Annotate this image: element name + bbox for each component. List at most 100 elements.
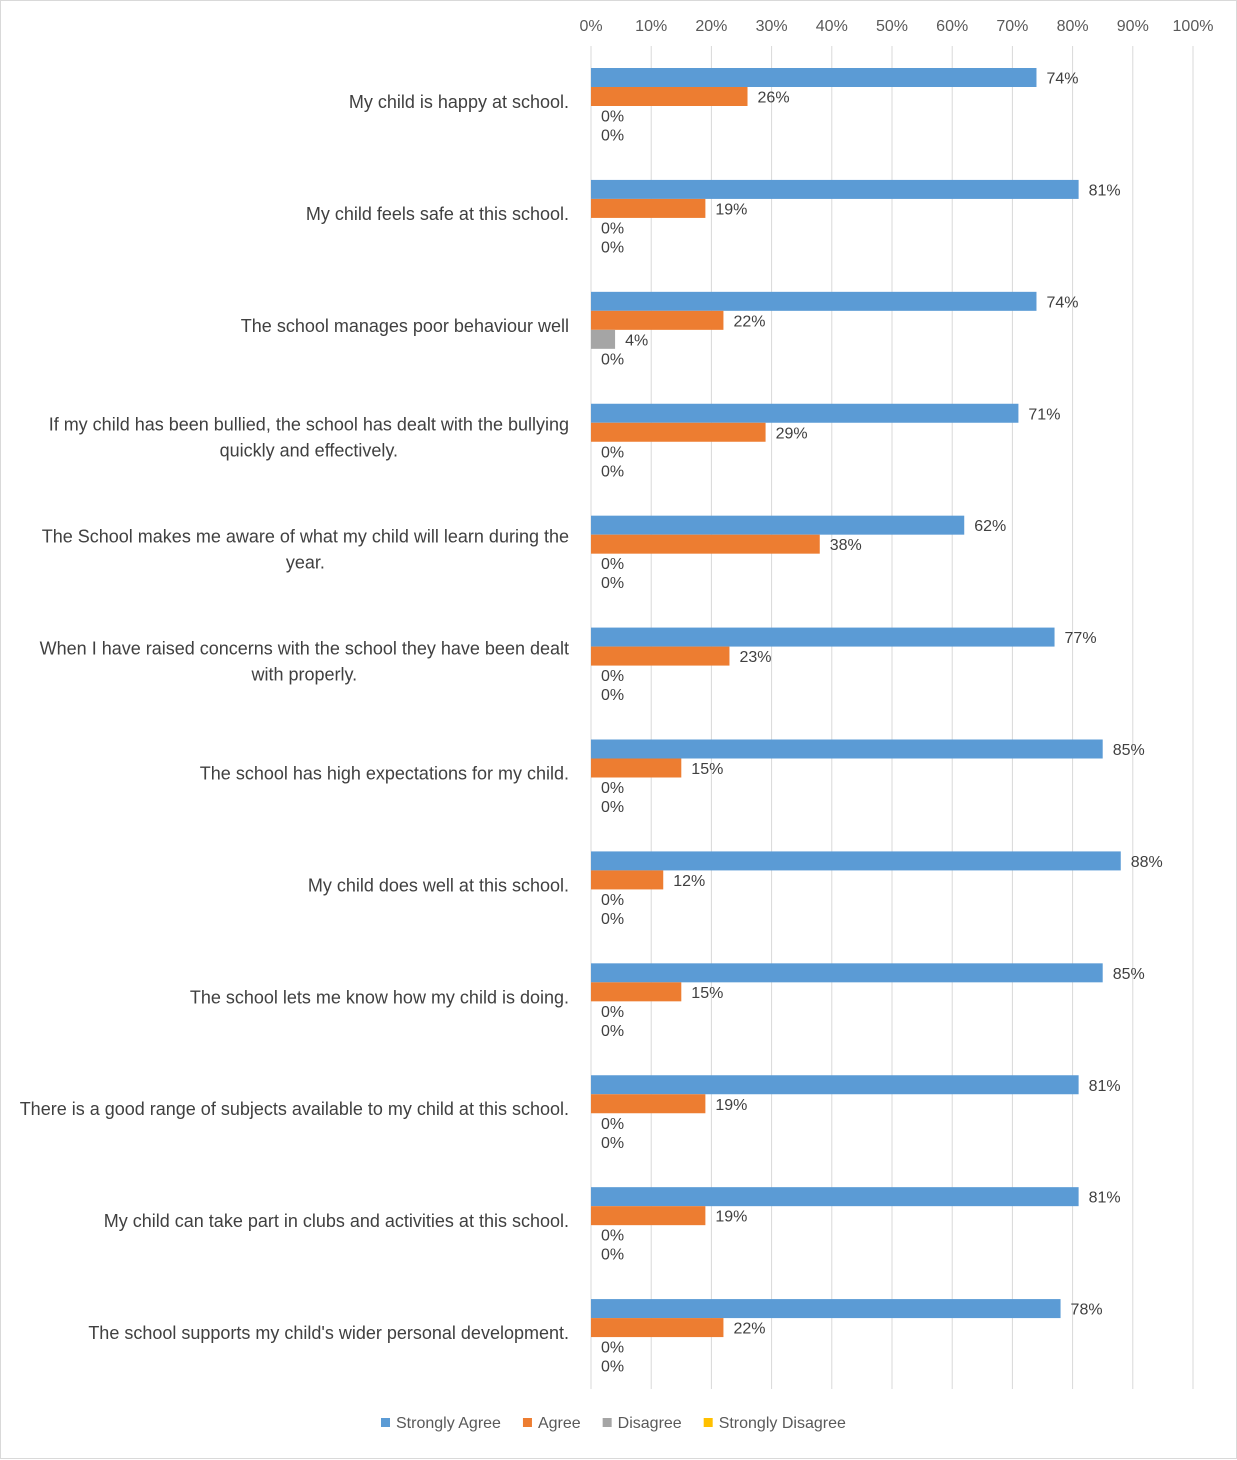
category-label: There is a good range of subjects availa… [20, 1099, 569, 1119]
data-label: 81% [1089, 182, 1121, 199]
x-tick-label: 90% [1117, 18, 1149, 35]
bar-strongly-agree [591, 1299, 1061, 1319]
data-label: 78% [1071, 1302, 1103, 1319]
data-label: 0% [601, 892, 624, 909]
data-label: 81% [1089, 1190, 1121, 1207]
data-label: 15% [691, 985, 723, 1002]
bar-agree [591, 1206, 706, 1226]
data-label: 0% [601, 239, 624, 256]
category-labels: My child is happy at school. My child fee… [20, 92, 569, 1343]
category-label: The school supports my child's wider per… [88, 1323, 569, 1343]
bar-strongly-agree [591, 68, 1037, 87]
data-label: 22% [733, 1321, 765, 1338]
gridlines [590, 46, 1194, 1389]
bar-strongly-agree [591, 291, 1037, 311]
x-tick-label: 0% [579, 18, 602, 35]
data-label: 62% [974, 518, 1006, 535]
data-label: 0% [601, 1359, 624, 1376]
bar-strongly-agree [591, 515, 965, 535]
legend-label: Agree [538, 1415, 581, 1432]
data-label: 0% [601, 109, 624, 126]
data-label: 0% [601, 220, 624, 237]
bar-agree [591, 87, 748, 106]
data-label: 85% [1113, 742, 1145, 759]
data-label: 0% [601, 463, 624, 480]
x-tick-label: 50% [876, 18, 908, 35]
bar-agree [591, 982, 682, 1002]
category-label: When I have raised concerns with the sch… [40, 639, 569, 685]
data-label: 85% [1113, 966, 1145, 983]
legend-swatch [381, 1418, 390, 1427]
legend-swatch [522, 1418, 532, 1427]
bar-agree [591, 758, 682, 778]
category-label: The school lets me know how my child is … [190, 987, 569, 1007]
category-label: The school manages poor behaviour well [241, 316, 569, 336]
bar-strongly-agree [591, 963, 1103, 983]
data-label: 0% [601, 1023, 624, 1040]
data-label: 0% [601, 668, 624, 685]
data-label: 0% [601, 575, 624, 592]
category-label: If my child has been bullied, the school… [49, 415, 569, 461]
data-label: 88% [1131, 854, 1163, 871]
data-labels: 74%26%0%0%81%19%0%0%74%22%4%0%71%29%0%0%… [601, 71, 1163, 1376]
category-label: My child can take part in clubs and acti… [104, 1211, 569, 1231]
category-label: My child does well at this school. [308, 875, 569, 895]
data-label: 19% [715, 1209, 747, 1226]
data-label: 19% [715, 1097, 747, 1114]
x-tick-label: 70% [996, 18, 1028, 35]
data-label: 0% [601, 556, 624, 573]
x-tick-label: 80% [1057, 18, 1089, 35]
data-label: 71% [1028, 406, 1060, 423]
bar-strongly-agree [591, 403, 1019, 423]
bar-agree [591, 870, 664, 890]
data-label: 23% [739, 649, 771, 666]
legend: Strongly Agree Agree Disagree Strongly Disa… [381, 1415, 846, 1432]
legend-label: Strongly Disagree [719, 1415, 846, 1432]
data-label: 4% [625, 332, 648, 349]
data-label: 0% [601, 351, 624, 368]
category-label: The school has high expectations for my … [200, 763, 569, 783]
legend-label: Disagree [618, 1415, 682, 1432]
data-label: 0% [601, 128, 624, 145]
category-label: My child feels safe at this school. [306, 204, 569, 224]
x-tick-label: 20% [695, 18, 727, 35]
data-label: 0% [601, 780, 624, 797]
bar-agree [591, 310, 724, 330]
data-label: 0% [601, 444, 624, 461]
data-label: 0% [601, 799, 624, 816]
data-label: 26% [758, 90, 790, 107]
x-tick-label: 60% [936, 18, 968, 35]
bar-strongly-agree [591, 739, 1103, 759]
legend-swatch [602, 1418, 612, 1427]
bar-agree [591, 198, 706, 218]
x-tick-label: 10% [635, 18, 667, 35]
legend-label: Strongly Agree [396, 1415, 501, 1432]
bar-strongly-agree [591, 1075, 1079, 1095]
bar-strongly-agree [591, 627, 1055, 647]
bar-disagree [591, 329, 616, 349]
x-tick-label: 100% [1173, 18, 1214, 35]
data-label: 74% [1046, 71, 1078, 88]
bar-strongly-agree [591, 1187, 1079, 1207]
data-label: 38% [830, 537, 862, 554]
data-label: 0% [601, 1135, 624, 1152]
data-label: 19% [715, 201, 747, 218]
data-label: 22% [733, 313, 765, 330]
bar-agree [591, 422, 766, 442]
data-label: 0% [601, 1116, 624, 1133]
data-label: 12% [673, 873, 705, 890]
data-label: 29% [776, 425, 808, 442]
data-label: 0% [601, 1228, 624, 1245]
data-label: 81% [1089, 1078, 1121, 1095]
data-label: 0% [601, 687, 624, 704]
x-tick-label: 40% [816, 18, 848, 35]
bar-agree [591, 646, 730, 666]
bar-agree [591, 1094, 706, 1114]
bars [591, 68, 1121, 1338]
x-tick-label: 30% [756, 18, 788, 35]
data-label: 74% [1046, 294, 1078, 311]
x-axis-tick-labels: 0% 10% 20% 30% 40% 50% 60% 70% 80% 90% 100% [579, 18, 1213, 35]
category-label: My child is happy at school. [349, 92, 569, 112]
